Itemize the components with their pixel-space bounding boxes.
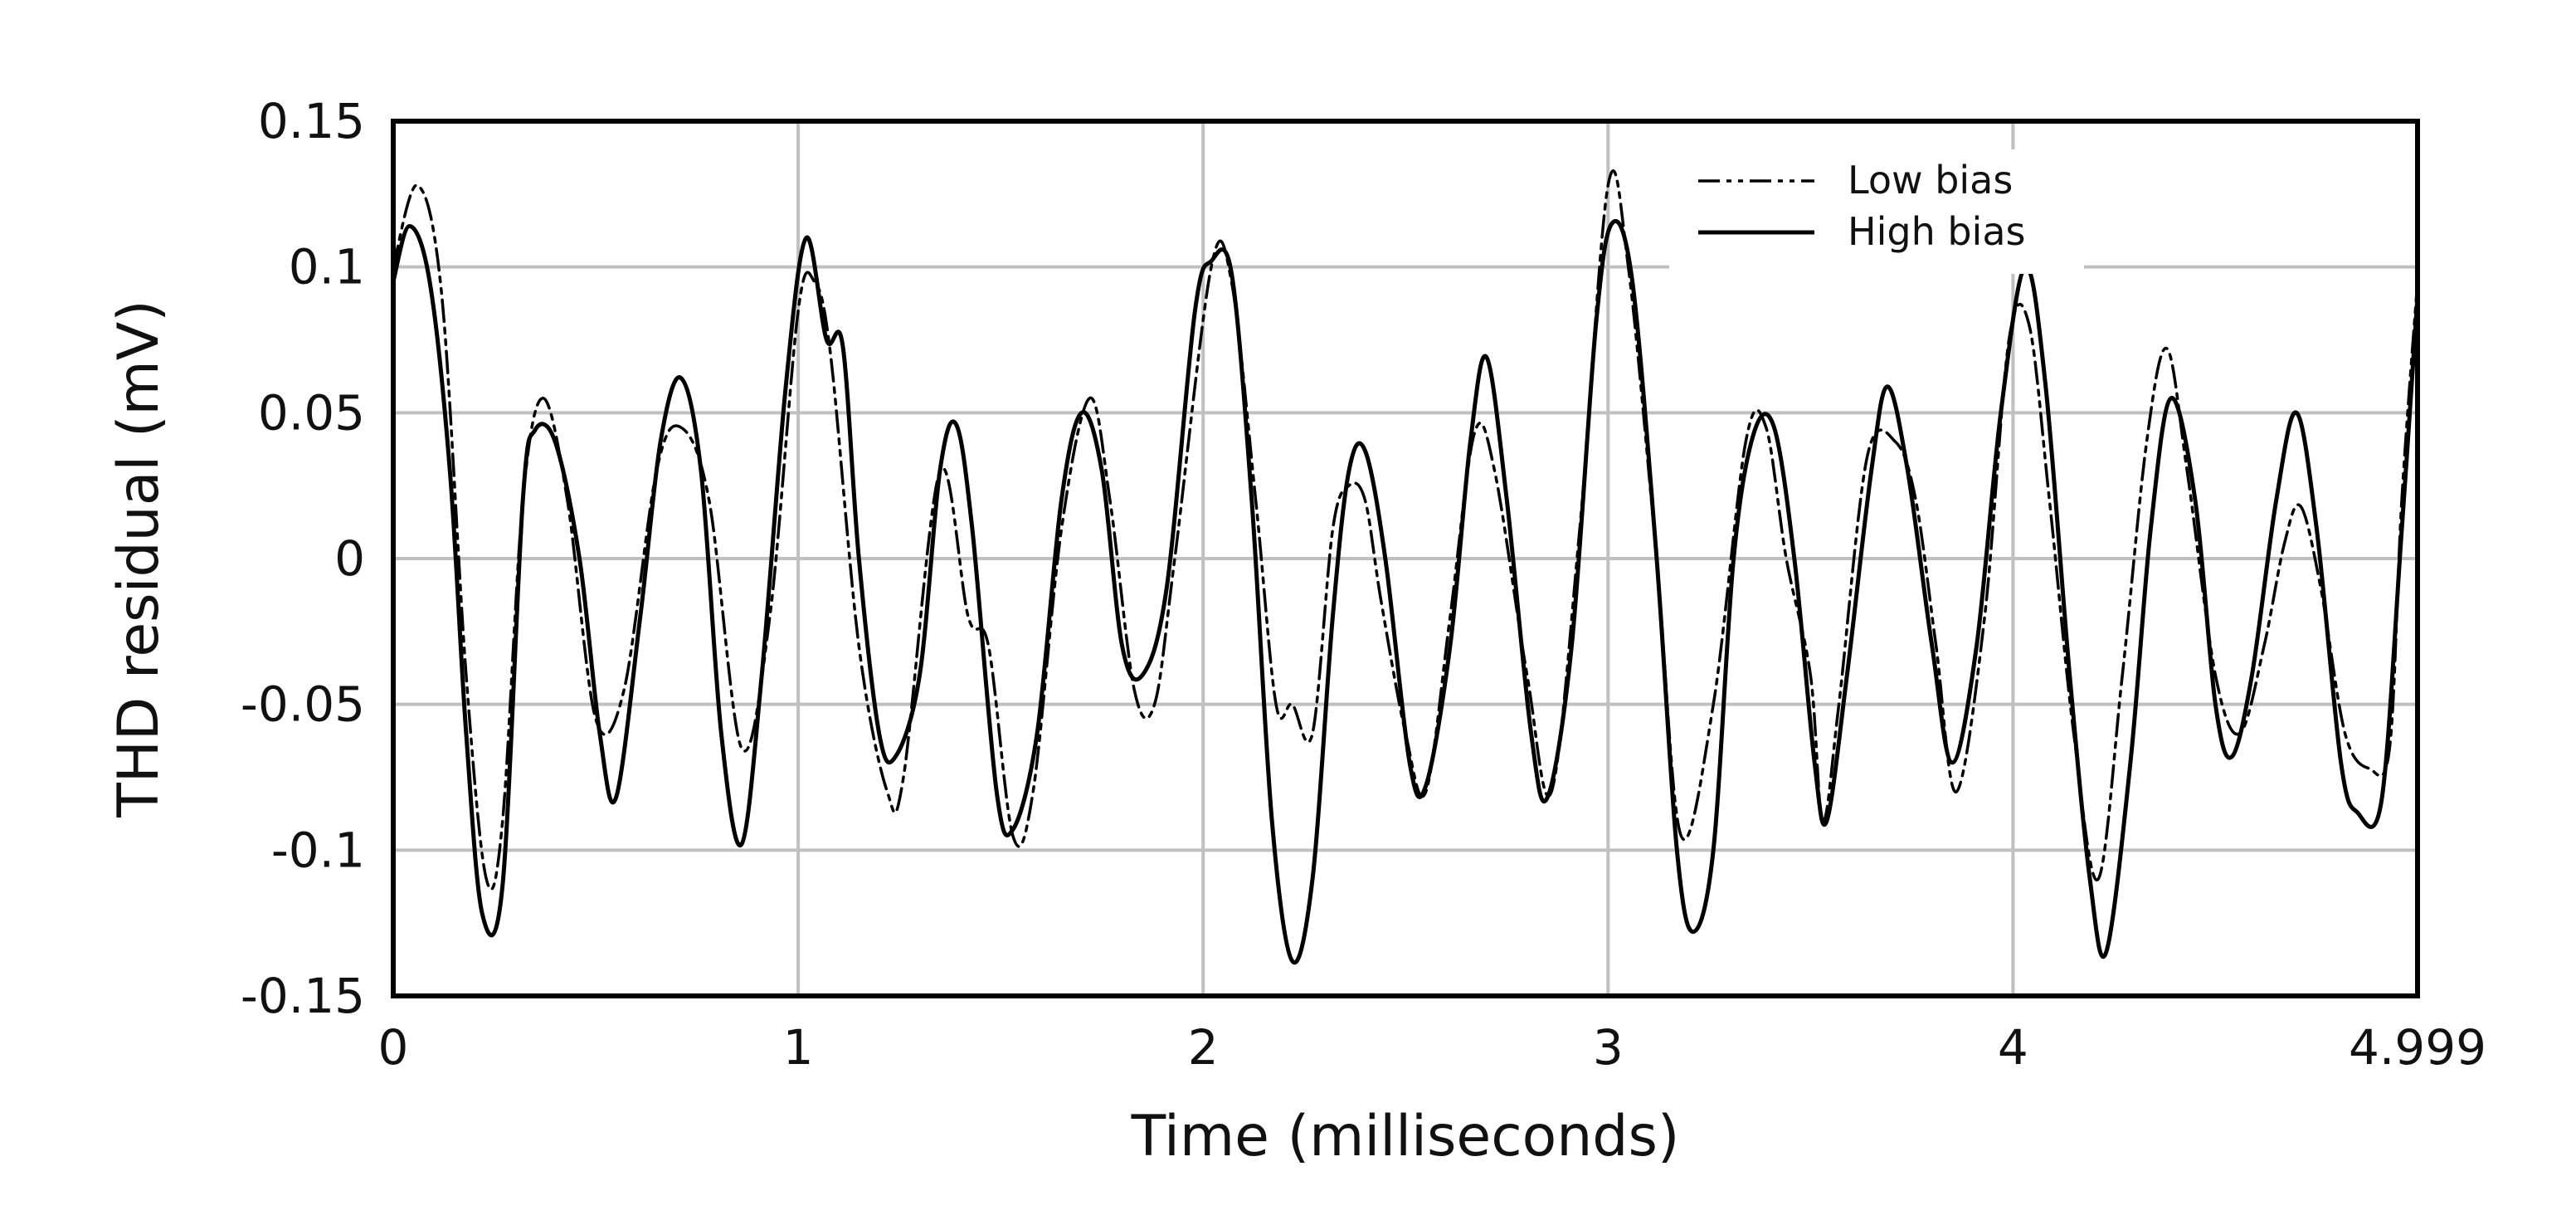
y-tick-label: 0.05 bbox=[258, 384, 365, 441]
series-line-high-bias bbox=[391, 218, 2420, 965]
y-tick-label: -0.1 bbox=[271, 822, 365, 878]
y-tick-label: -0.05 bbox=[241, 676, 365, 733]
x-tick-label: 1 bbox=[783, 1019, 814, 1076]
legend: Low bias High bias bbox=[1669, 149, 2084, 274]
legend-background bbox=[1669, 149, 2084, 274]
x-axis-title: Time (milliseconds) bbox=[1131, 1104, 1680, 1169]
x-tick-label: 0 bbox=[378, 1019, 409, 1076]
legend-label: High bias bbox=[1848, 209, 2025, 254]
plot-frame bbox=[391, 119, 2420, 998]
x-tick-label: 4 bbox=[1998, 1019, 2028, 1076]
x-tick-label: 4.999 bbox=[2349, 1019, 2486, 1076]
series-line-low-bias bbox=[392, 169, 2419, 891]
legend-label: Low bias bbox=[1848, 158, 2013, 203]
y-tick-label: -0.15 bbox=[241, 968, 365, 1024]
grid-layer bbox=[393, 121, 2418, 996]
y-tick-label: 0 bbox=[334, 530, 365, 587]
x-axis-ticks: 0 1 2 3 4 4.999 bbox=[378, 1019, 2486, 1076]
x-tick-label: 2 bbox=[1188, 1019, 1219, 1076]
y-axis-title: THD residual (mV) bbox=[106, 300, 172, 818]
y-axis-ticks: 0.15 0.1 0.05 0 -0.05 -0.1 -0.15 bbox=[241, 93, 365, 1024]
series-layer bbox=[391, 169, 2420, 965]
x-tick-label: 3 bbox=[1593, 1019, 1624, 1076]
y-tick-label: 0.1 bbox=[289, 239, 365, 295]
y-tick-label: 0.15 bbox=[258, 93, 365, 149]
